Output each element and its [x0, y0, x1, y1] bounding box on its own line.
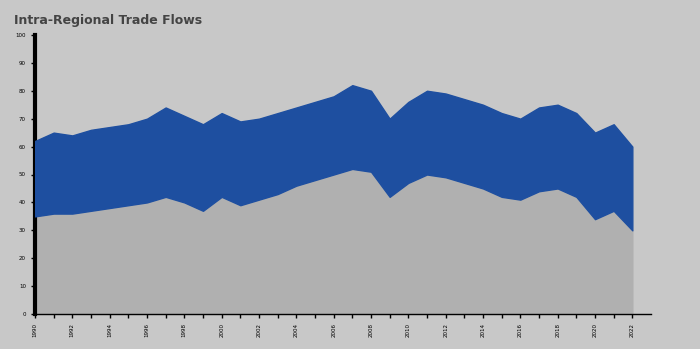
Text: Intra-Regional Trade Flows: Intra-Regional Trade Flows	[14, 14, 202, 27]
